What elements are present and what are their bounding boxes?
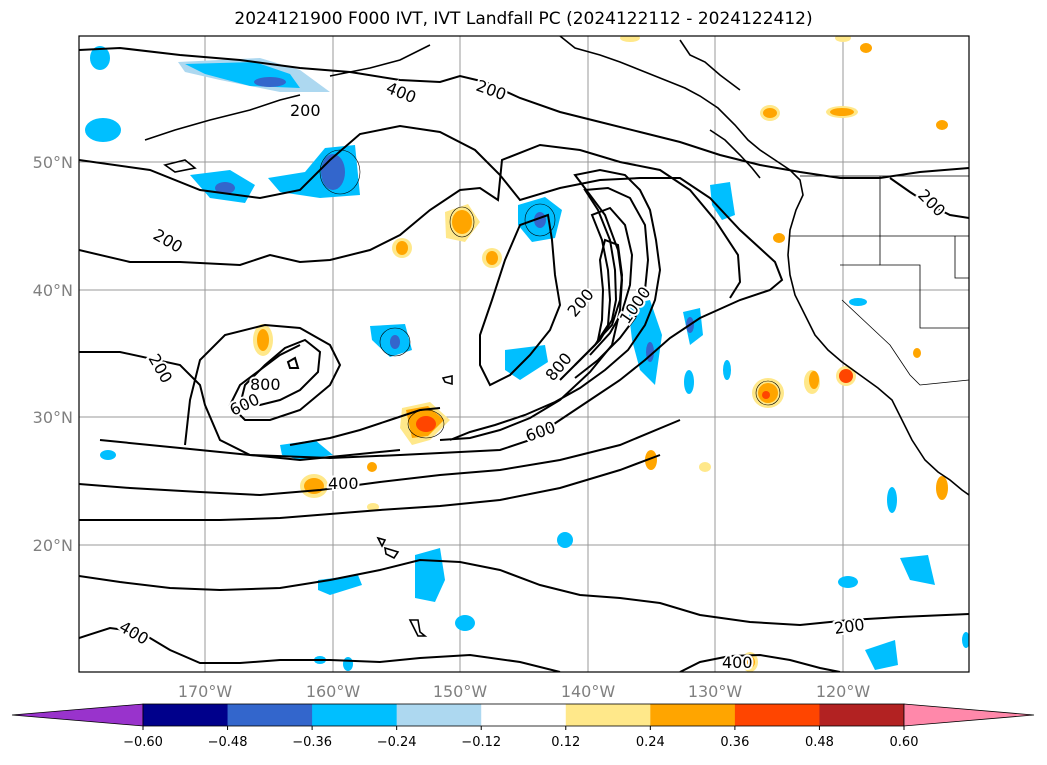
lat-label: 20°N [33,536,73,555]
lat-label: 30°N [33,408,73,427]
colorbar: −0.60 −0.48 −0.36 −0.24 −0.12 0.12 0.24 0.36 0.4… [11,703,1035,750]
positive-pc-shading [253,36,948,672]
colorbar-segment [396,704,482,726]
map-title: 2024121900 F000 IVT, IVT Landfall PC (20… [234,9,813,29]
colorbar-segments [142,703,905,727]
contour-label: 200 [150,225,186,257]
contour-label: 200 [474,76,509,104]
lon-label: 150°W [433,682,488,701]
colorbar-tick-label: −0.60 [123,735,163,750]
lat-label: 50°N [33,153,73,172]
colorbar-tick-label: 0.36 [720,735,749,750]
lon-label: 120°W [816,682,871,701]
colorbar-tick-label: 0.48 [805,735,834,750]
latitude-labels: 50°N 40°N 30°N 20°N [33,153,73,555]
colorbar-tick-labels: −0.60 −0.48 −0.36 −0.24 −0.12 0.12 0.24 0.36 0.4… [123,726,918,750]
colorbar-segment [227,704,313,726]
colorbar-tick-label: −0.12 [461,735,501,750]
colorbar-tick-label: 0.12 [551,735,580,750]
colorbar-tick-label: −0.48 [208,735,248,750]
negative-pc-shading [85,46,969,671]
lat-label: 40°N [33,281,73,300]
contour-label: 200 [145,351,177,387]
colorbar-tick-label: 0.60 [890,735,919,750]
ivt-contours [79,46,969,672]
colorbar-segment [734,704,820,726]
colorbar-segment [565,704,651,726]
longitude-labels: 170°W 160°W 150°W 140°W 130°W 120°W [178,682,871,701]
map-plot-area [79,36,969,672]
lon-label: 160°W [306,682,361,701]
colorbar-segment [143,704,229,726]
pc-contour-outlines [319,149,781,439]
contour-label: 400 [722,653,753,672]
lon-label: 130°W [688,682,743,701]
contour-label: 400 [328,474,359,493]
colorbar-segment [312,704,398,726]
lon-label: 170°W [178,682,233,701]
contour-label: 200 [833,615,866,638]
contour-label: 600 [227,389,263,419]
contour-label: 800 [250,375,281,394]
colorbar-tick-label: −0.36 [292,735,332,750]
gridlines [79,36,969,672]
colorbar-segment [819,704,905,726]
colorbar-segment [650,704,736,726]
colorbar-tick-label: −0.24 [377,735,417,750]
contour-label: 400 [384,78,419,107]
colorbar-segment [481,704,567,726]
colorbar-extend-left [11,703,144,727]
lon-label: 140°W [561,682,616,701]
colorbar-tick-label: 0.24 [636,735,665,750]
contour-label: 600 [523,417,558,445]
map-frame [78,35,970,673]
contour-label: 200 [914,185,949,220]
contour-label: 400 [116,617,152,649]
contour-label: 200 [290,101,321,120]
colorbar-extend-right [903,703,1035,727]
